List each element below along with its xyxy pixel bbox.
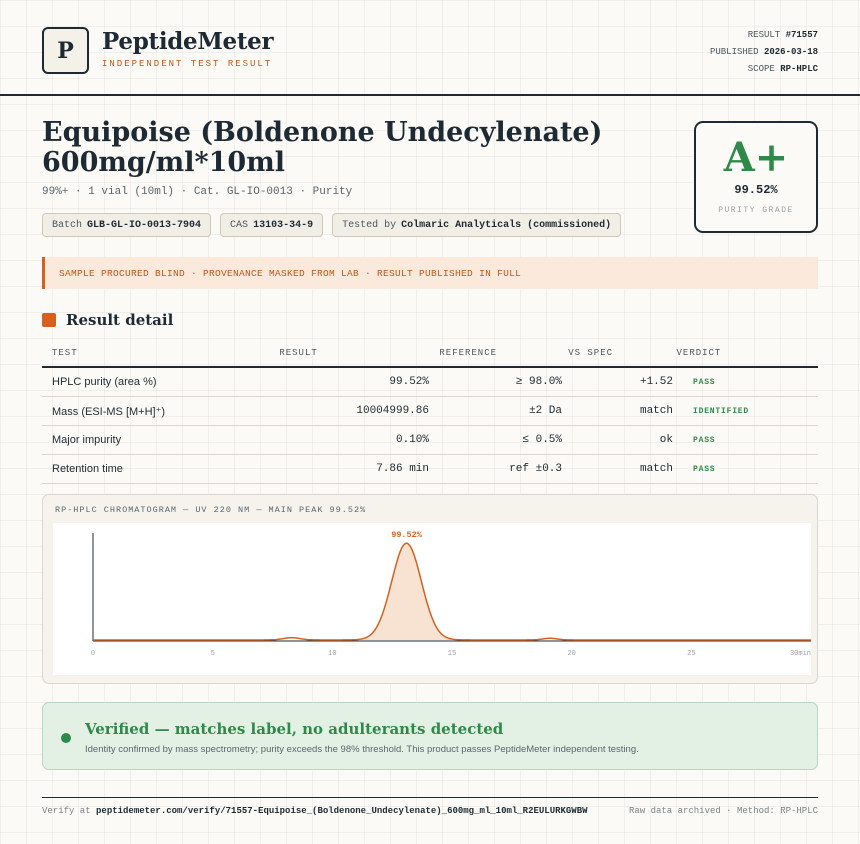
footer-method: Raw data archived · Method: RP-HPLC: [628, 806, 818, 816]
x-tick-label: 20: [567, 650, 575, 658]
section-square-icon: [42, 313, 56, 327]
cell-reference: ≥ 98.0%: [515, 376, 562, 388]
table-header: TEST RESULT REFERENCE VS SPEC VERDICT: [42, 340, 818, 368]
product-subline: 99%+ · 1 vial (10ml) · Cat. GL-IO-0013 ·…: [42, 186, 353, 198]
chart-title: RP-HPLC CHROMATOGRAM — UV 220 NM — MAIN …: [55, 505, 367, 515]
table-row: Major impurity 0.10% ≤ 0.5% ok PASS: [42, 426, 818, 455]
footer: Verify at peptidemeter.com/verify/71557-…: [42, 797, 818, 816]
cell-reference: ±2 Da: [528, 405, 562, 417]
brand-tagline: INDEPENDENT TEST RESULT: [102, 59, 273, 69]
header-vs-spec: VS SPEC: [568, 348, 614, 358]
x-tick-label: 0: [91, 650, 95, 658]
brand-name: PeptideMeter: [102, 28, 274, 55]
cell-test: HPLC purity (area %): [52, 376, 157, 388]
main-peak-fill: [362, 543, 451, 640]
cell-vs-spec: ok: [659, 434, 673, 446]
chromatogram-chart: 99.52% 0 5 10 15 20 25 30min: [53, 523, 811, 675]
cell-test: Retention time: [52, 463, 123, 475]
peak-label: 99.52%: [391, 530, 423, 540]
cell-reference: ref ±0.3: [509, 463, 562, 475]
chart-plot-bg: [53, 523, 811, 675]
purity-grade-card: A+ 99.52% PURITY GRADE: [694, 121, 818, 233]
cell-vs-spec: match: [639, 405, 673, 417]
cell-result: 99.52%: [389, 376, 429, 388]
cell-vs-spec: +1.52: [639, 376, 673, 388]
cell-test: Mass (ESI-MS [M+H]⁺): [52, 405, 166, 418]
verified-title: Verified — matches label, no adulterants…: [85, 720, 504, 738]
x-tick-label: 5: [211, 650, 215, 658]
section-title: Result detail: [42, 311, 173, 329]
chart-marks: 99.52% 0 5 10 15 20 25 30min: [91, 530, 811, 658]
verified-banner: Verified — matches label, no adulterants…: [42, 702, 818, 770]
cell-verdict: PASS: [693, 377, 716, 387]
header: P PeptideMeter INDEPENDENT TEST RESULT R…: [0, 0, 860, 96]
cell-test: Major impurity: [52, 434, 122, 446]
verify-link[interactable]: peptidemeter.com/verify/71557-Equipoise_…: [96, 806, 588, 816]
grade-letter: A+: [723, 134, 789, 181]
product-chips: Batch GLB-GL-IO-0013-7904 CAS 13103-34-9 T…: [42, 213, 622, 237]
cell-result: 7.86 min: [376, 463, 429, 475]
brand-logo: P: [42, 27, 89, 74]
result-table: TEST RESULT REFERENCE VS SPEC VERDICT HP…: [42, 340, 818, 484]
batch-chip: Batch GLB-GL-IO-0013-7904: [42, 213, 212, 237]
x-tick-label: 30min: [790, 650, 811, 658]
verified-dot-icon: [61, 733, 71, 743]
cell-reference: ≤ 0.5%: [522, 434, 562, 446]
chromatogram-panel: RP-HPLC CHROMATOGRAM — UV 220 NM — MAIN …: [42, 494, 818, 684]
cas-chip: CAS 13103-34-9: [220, 213, 324, 237]
product-title: Equipoise (Boldenone Undecylenate) 600mg…: [42, 117, 603, 178]
meta-scope: SCOPE RP-HPLC: [747, 64, 818, 74]
tested-by-chip: Tested by Colmaric Analyticals (commissio…: [332, 213, 622, 237]
cell-result: 10004999.86: [356, 405, 429, 417]
cell-verdict: IDENTIFIED: [693, 406, 750, 416]
verified-text: Identity confirmed by mass spectrometry;…: [85, 744, 639, 755]
table-row: Retention time 7.86 min ref ±0.3 match P…: [42, 455, 818, 484]
chromatogram-line: [93, 542, 811, 641]
section-title-text: Result detail: [66, 311, 174, 329]
header-test: TEST: [52, 348, 78, 358]
cell-result: 0.10%: [395, 434, 429, 446]
table-row: HPLC purity (area %) 99.52% ≥ 98.0% +1.5…: [42, 368, 818, 397]
x-tick-label: 15: [448, 650, 456, 658]
grade-label: PURITY GRADE: [718, 206, 794, 215]
x-tick-label: 25: [687, 650, 695, 658]
table-row: Mass (ESI-MS [M+H]⁺) 10004999.86 ±2 Da m…: [42, 397, 818, 426]
header-verdict: VERDICT: [676, 348, 722, 358]
cell-verdict: PASS: [693, 464, 716, 474]
grade-value: 99.52%: [734, 183, 778, 197]
x-tick-label: 10: [328, 650, 336, 658]
cell-vs-spec: match: [639, 463, 673, 475]
header-result: RESULT: [279, 348, 318, 358]
cell-verdict: PASS: [693, 435, 716, 445]
procurement-notice: SAMPLE PROCURED BLIND · PROVENANCE MASKE…: [42, 257, 818, 289]
meta-published: PUBLISHED 2026-03-18: [709, 47, 818, 57]
header-reference: REFERENCE: [439, 348, 497, 358]
meta-result: RESULT #71557: [747, 30, 818, 40]
result-meta: RESULT #71557 PUBLISHED 2026-03-18 SCOPE…: [710, 27, 818, 78]
verify-link-line: Verify at peptidemeter.com/verify/71557-…: [42, 806, 588, 816]
